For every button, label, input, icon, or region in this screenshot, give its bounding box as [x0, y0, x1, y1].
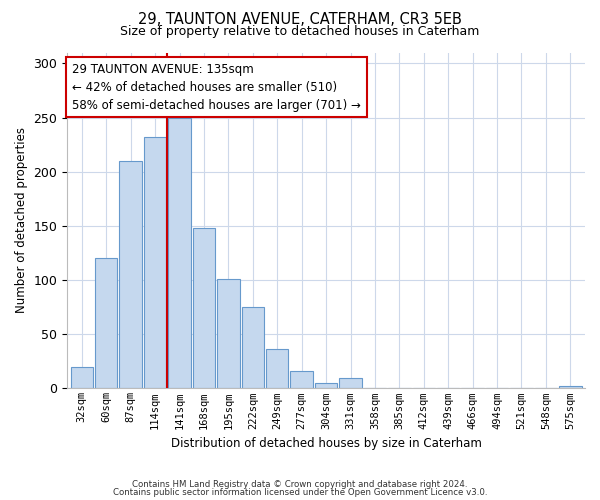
Bar [315, 383, 337, 388]
Bar [290, 371, 313, 388]
Text: Size of property relative to detached houses in Caterham: Size of property relative to detached ho… [121, 25, 479, 38]
Bar [95, 258, 118, 388]
Text: 29 TAUNTON AVENUE: 135sqm
← 42% of detached houses are smaller (510)
58% of semi: 29 TAUNTON AVENUE: 135sqm ← 42% of detac… [73, 62, 361, 112]
Bar [217, 279, 239, 388]
X-axis label: Distribution of detached houses by size in Caterham: Distribution of detached houses by size … [170, 437, 482, 450]
Bar [144, 137, 166, 388]
Text: Contains public sector information licensed under the Open Government Licence v3: Contains public sector information licen… [113, 488, 487, 497]
Bar [559, 386, 581, 388]
Text: Contains HM Land Registry data © Crown copyright and database right 2024.: Contains HM Land Registry data © Crown c… [132, 480, 468, 489]
Bar [339, 378, 362, 388]
Bar [71, 366, 93, 388]
Bar [119, 161, 142, 388]
Bar [193, 228, 215, 388]
Y-axis label: Number of detached properties: Number of detached properties [15, 128, 28, 314]
Bar [266, 350, 289, 389]
Bar [168, 118, 191, 388]
Text: 29, TAUNTON AVENUE, CATERHAM, CR3 5EB: 29, TAUNTON AVENUE, CATERHAM, CR3 5EB [138, 12, 462, 28]
Bar [242, 307, 264, 388]
